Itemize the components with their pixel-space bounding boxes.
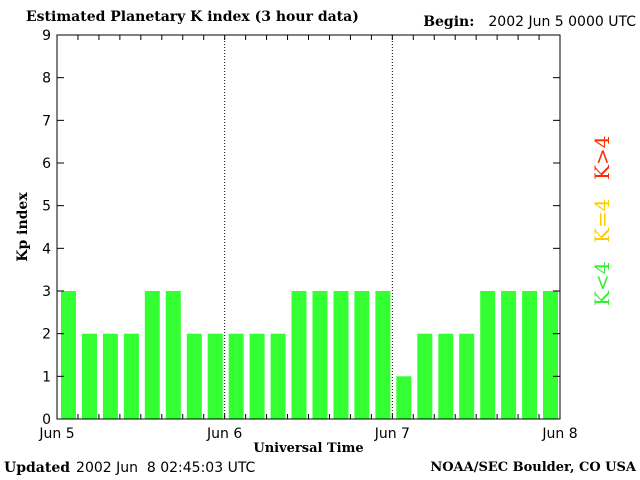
y-axis: 0 1 2 3 4 5 6 7 8 9 <box>42 28 560 428</box>
kp-bar <box>522 291 538 419</box>
kp-bar <box>186 333 202 419</box>
kp-bar <box>291 291 307 419</box>
y-tick-label: 3 <box>42 284 51 300</box>
kp-bar <box>165 291 181 419</box>
kp-bar <box>249 333 265 419</box>
y-tick-label: 5 <box>42 199 51 215</box>
updated-value: 2002 Jun 8 02:45:03 UTC <box>76 460 256 476</box>
y-tick-label: 6 <box>42 156 51 172</box>
kp-bar <box>459 333 475 419</box>
kp-bar <box>228 333 244 419</box>
kp-bar <box>312 291 328 419</box>
bars-group <box>61 291 558 419</box>
kp-bar <box>501 291 517 419</box>
kp-bar <box>270 333 286 419</box>
updated-timestamp: Updated 2002 Jun 8 02:45:03 UTC <box>4 460 255 476</box>
day-dividers <box>224 35 393 419</box>
begin-timestamp: Begin: 2002 Jun 5 0000 UTC <box>423 14 636 30</box>
kp-bar <box>207 333 223 419</box>
y-tick-label: 1 <box>42 369 51 385</box>
legend-item: K>4 <box>590 135 614 180</box>
kp-bar <box>144 291 160 419</box>
k-level-legend: K>4 K=4 K<4 <box>582 128 622 318</box>
x-tick-label: Jun 6 <box>206 426 242 442</box>
chart-title: Estimated Planetary K index (3 hour data… <box>26 9 359 25</box>
credit-text: NOAA/SEC Boulder, CO USA <box>430 460 636 475</box>
x-tick-label: Jun 8 <box>541 426 577 442</box>
x-axis-label: Universal Time <box>253 441 363 456</box>
x-axis: Jun 5 Jun 6 Jun 7 Jun 8 <box>38 35 578 442</box>
kp-bar <box>396 376 412 419</box>
kp-bar <box>438 333 454 419</box>
legend-item: K=4 <box>590 198 614 243</box>
y-tick-label: 7 <box>42 113 51 129</box>
y-axis-label: Kp index <box>15 192 31 262</box>
y-tick-label: 0 <box>42 412 51 428</box>
y-tick-label: 8 <box>42 71 51 87</box>
x-tick-label: Jun 7 <box>374 426 410 442</box>
legend-item: K<4 <box>590 261 614 307</box>
y-tick-label: 4 <box>42 241 51 257</box>
kp-bar <box>102 333 118 419</box>
kp-bar <box>333 291 349 419</box>
kp-bar <box>480 291 496 419</box>
x-tick-label: Jun 5 <box>38 426 74 442</box>
y-tick-label: 2 <box>42 327 51 343</box>
kp-bar <box>543 291 558 419</box>
kp-bar <box>61 291 76 419</box>
updated-label: Updated <box>4 460 71 476</box>
kp-bar <box>82 333 97 419</box>
kp-bar <box>375 291 391 419</box>
y-tick-label: 9 <box>42 28 51 44</box>
kp-bar <box>123 333 139 419</box>
begin-label: Begin: <box>423 14 475 30</box>
kp-bar <box>354 291 370 419</box>
kp-bar <box>417 333 433 419</box>
begin-value: 2002 Jun 5 0000 UTC <box>488 14 636 30</box>
